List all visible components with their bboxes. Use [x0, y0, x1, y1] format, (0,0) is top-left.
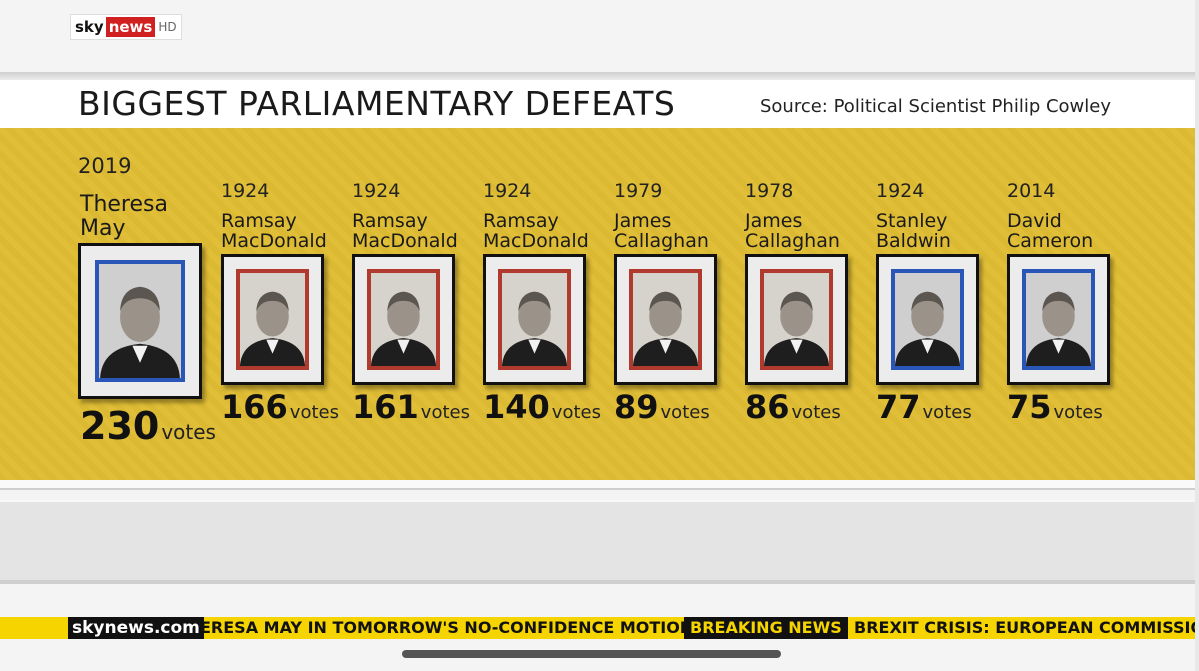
ticker-site-label: skynews.com: [68, 617, 204, 639]
title-bar: [0, 80, 1199, 128]
prime-minister-name: Stanley Baldwin: [876, 210, 951, 252]
defeat-votes: 140 votes: [483, 388, 601, 426]
votes-number: 140: [483, 388, 550, 426]
prime-minister-name: James Callaghan: [614, 210, 709, 252]
top-divider: [0, 72, 1199, 80]
portrait-photo: [1026, 273, 1091, 366]
portrait-photo: [371, 273, 436, 366]
portrait-inner-border: [498, 269, 571, 370]
votes-number: 77: [876, 388, 921, 426]
lower-divider: [0, 480, 1199, 490]
votes-number: 166: [221, 388, 288, 426]
portrait-inner-border: [236, 269, 309, 370]
votes-unit: votes: [1053, 402, 1103, 423]
portrait-photo: [502, 273, 567, 366]
votes-number: 86: [745, 388, 790, 426]
votes-unit: votes: [922, 402, 972, 423]
defeat-year: 1924: [483, 180, 532, 202]
sky-news-logo: sky news HD: [70, 14, 182, 40]
portrait-photo: [895, 273, 960, 366]
home-indicator[interactable]: [402, 650, 781, 658]
defeat-votes: 75 votes: [1007, 388, 1103, 426]
portrait-inner-border: [891, 269, 964, 370]
votes-unit: votes: [420, 402, 470, 423]
lower-blank-box: [0, 500, 1199, 584]
votes-unit: votes: [289, 402, 339, 423]
logo-hd-text: HD: [158, 20, 177, 34]
portrait-inner-border: [1022, 269, 1095, 370]
portrait-frame: [745, 254, 848, 385]
portrait-inner-border: [367, 269, 440, 370]
defeat-year: 1924: [876, 180, 925, 202]
portrait-frame: [1007, 254, 1110, 385]
defeat-year: 1924: [352, 180, 401, 202]
portrait-frame: [221, 254, 324, 385]
portrait-photo: [240, 273, 305, 366]
defeat-year: 2014: [1007, 180, 1056, 202]
graphic-title: BIGGEST PARLIAMENTARY DEFEATS: [78, 84, 676, 123]
defeat-votes: 166 votes: [221, 388, 339, 426]
defeat-year: 2019: [78, 154, 132, 178]
logo-sky-text: sky: [75, 18, 104, 36]
portrait-frame: [352, 254, 455, 385]
defeat-votes: 86 votes: [745, 388, 841, 426]
defeat-year: 1979: [614, 180, 663, 202]
votes-unit: votes: [660, 402, 710, 423]
defeat-votes: 230 votes: [80, 404, 216, 448]
defeat-votes: 161 votes: [352, 388, 470, 426]
votes-number: 75: [1007, 388, 1052, 426]
prime-minister-name: Ramsay MacDonald: [352, 210, 458, 252]
prime-minister-name: Theresa May: [80, 192, 168, 241]
portrait-frame: [483, 254, 586, 385]
prime-minister-name: David Cameron: [1007, 210, 1094, 252]
defeat-votes: 89 votes: [614, 388, 710, 426]
prime-minister-name: Ramsay MacDonald: [483, 210, 589, 252]
portrait-photo: [99, 264, 181, 378]
prime-minister-name: James Callaghan: [745, 210, 840, 252]
defeat-year: 1978: [745, 180, 794, 202]
portrait-frame: [614, 254, 717, 385]
portrait-inner-border: [760, 269, 833, 370]
portrait-photo: [764, 273, 829, 366]
votes-unit: votes: [551, 402, 601, 423]
votes-number: 230: [80, 404, 160, 448]
news-ticker: skynews.com ERESA MAY IN TOMORROW'S NO-C…: [0, 617, 1199, 639]
breaking-news-badge: BREAKING NEWS: [684, 617, 848, 639]
portrait-frame: [78, 243, 202, 399]
portrait-frame: [876, 254, 979, 385]
portrait-inner-border: [95, 260, 185, 382]
votes-number: 89: [614, 388, 659, 426]
defeat-votes: 77 votes: [876, 388, 972, 426]
screen-edge: [1195, 0, 1199, 671]
ticker-headline-1: ERESA MAY IN TOMORROW'S NO-CONFIDENCE MO…: [200, 618, 694, 637]
defeat-year: 1924: [221, 180, 270, 202]
portrait-photo: [633, 273, 698, 366]
logo-news-text: news: [105, 17, 156, 37]
votes-number: 161: [352, 388, 419, 426]
ticker-headline-2: BREXIT CRISIS: EUROPEAN COMMISSION: [854, 618, 1199, 637]
prime-minister-name: Ramsay MacDonald: [221, 210, 327, 252]
votes-unit: votes: [791, 402, 841, 423]
portrait-inner-border: [629, 269, 702, 370]
source-credit: Source: Political Scientist Philip Cowle…: [759, 96, 1111, 117]
votes-unit: votes: [161, 420, 216, 444]
